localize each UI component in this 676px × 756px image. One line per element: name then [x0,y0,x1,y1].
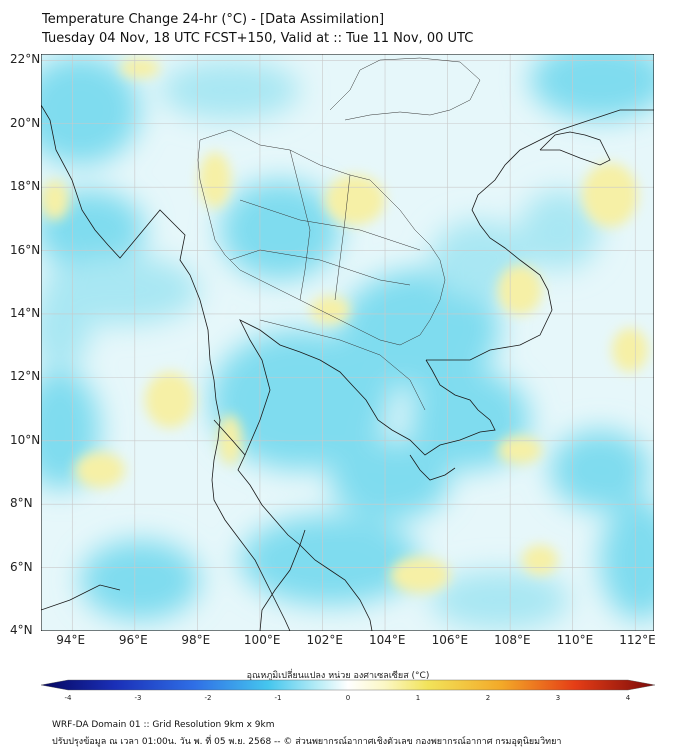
lat-tick-label: 16°N [10,242,41,257]
lat-tick-label: 22°N [10,52,41,67]
map-title: Temperature Change 24-hr (°C) - [Data As… [42,12,385,27]
lon-tick-label: 96°E [118,633,148,647]
lat-tick-label: 4°N [10,623,33,637]
map-canvas [41,54,654,631]
colorbar-tick-label: -1 [274,694,282,702]
colorbar-tick-label: 2 [485,694,491,702]
lon-tick-label: 102°E [306,633,343,647]
lon-tick-label: 98°E [181,633,211,647]
lat-tick-label: 18°N [10,179,41,194]
lon-tick-label: 112°E [619,633,656,647]
colorbar-gradient [40,679,656,691]
graticule [41,54,654,631]
lat-tick-label: 10°N [10,432,41,447]
colorbar-tick-label: -3 [134,694,142,702]
admin-borders [197,57,481,411]
lat-tick-label: 14°N [10,305,41,320]
lon-tick-label: 100°E [243,633,281,647]
map-panel [41,54,654,631]
map-subtitle: Tuesday 04 Nov, 18 UTC FCST+150, Valid a… [42,31,474,46]
lat-tick-label: 6°N [10,559,33,574]
colorbar-tick-label: 4 [625,694,631,702]
lon-tick-label: 108°E [494,633,531,647]
lon-tick-label: 104°E [369,633,406,647]
colorbar-tick-label: 3 [555,694,561,702]
footer-domain: WRF-DA Domain 01 :: Grid Resolution 9km … [52,720,275,730]
colorbar-tick-label: -4 [64,694,72,702]
colorbar-tick-label: -2 [204,694,212,702]
colorbar [40,679,656,691]
coastlines [41,104,654,631]
lon-tick-label: 106°E [431,633,469,647]
warming-areas [41,58,648,593]
colorbar-label: อุณหภูมิเปลี่ยนแปลง หน่วย องศาเซลเซียส (… [246,671,430,681]
lat-tick-label: 20°N [10,115,41,130]
lat-tick-label: 12°N [10,369,41,384]
lat-tick-label: 8°N [10,496,33,511]
colorbar-tick-label: 1 [415,694,421,702]
lon-tick-label: 94°E [56,633,86,647]
lon-tick-label: 110°E [556,633,594,647]
colorbar-tick-label: 0 [345,694,351,702]
footer-credits: ปรับปรุงข้อมูล ณ เวลา 01:00น. วัน พ. ที่… [52,737,562,747]
